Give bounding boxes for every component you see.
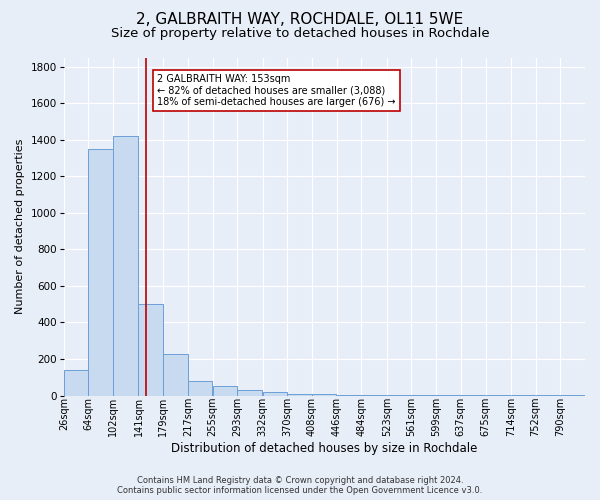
Text: Size of property relative to detached houses in Rochdale: Size of property relative to detached ho… (110, 28, 490, 40)
Text: 2 GALBRAITH WAY: 153sqm
← 82% of detached houses are smaller (3,088)
18% of semi: 2 GALBRAITH WAY: 153sqm ← 82% of detache… (157, 74, 396, 107)
Bar (361, 394, 386, 396)
Bar (64, 370, 88, 396)
Bar (387, 395, 411, 396)
Bar (139, 304, 163, 396)
X-axis label: Distribution of detached houses by size in Rochdale: Distribution of detached houses by size … (171, 442, 478, 455)
Bar (263, 392, 287, 396)
Bar (237, 390, 262, 396)
Bar (287, 394, 312, 396)
Bar (188, 381, 212, 396)
Y-axis label: Number of detached properties: Number of detached properties (15, 139, 25, 314)
Bar (88, 149, 113, 396)
Text: 2, GALBRAITH WAY, ROCHDALE, OL11 5WE: 2, GALBRAITH WAY, ROCHDALE, OL11 5WE (136, 12, 464, 28)
Text: Contains HM Land Registry data © Crown copyright and database right 2024.
Contai: Contains HM Land Registry data © Crown c… (118, 476, 482, 495)
Bar (412, 395, 436, 396)
Bar (163, 354, 188, 396)
Bar (312, 394, 337, 396)
Bar (113, 136, 137, 396)
Bar (337, 394, 361, 396)
Bar (436, 395, 461, 396)
Bar (212, 386, 237, 396)
